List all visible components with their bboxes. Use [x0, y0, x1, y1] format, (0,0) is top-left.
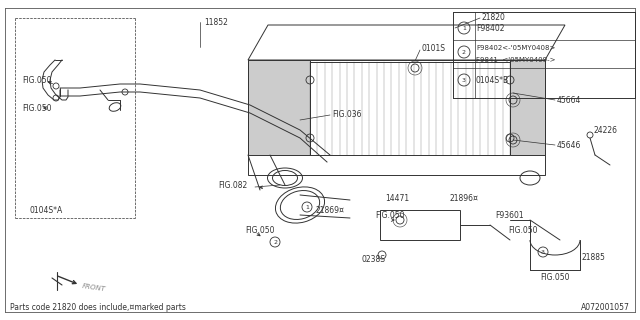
Text: A072001057: A072001057 [581, 303, 630, 313]
Text: 1: 1 [462, 26, 466, 30]
Polygon shape [248, 60, 310, 155]
Text: 24226: 24226 [593, 125, 617, 134]
Text: 21896¤: 21896¤ [450, 194, 479, 203]
Polygon shape [510, 60, 545, 155]
Text: FIG.050: FIG.050 [22, 76, 51, 84]
Text: 1: 1 [305, 204, 309, 210]
Text: 0104S*B: 0104S*B [476, 76, 509, 84]
Text: 2: 2 [462, 50, 466, 54]
Text: 21869¤: 21869¤ [315, 205, 344, 214]
Text: F98402<-'05MY0408>: F98402<-'05MY0408> [476, 45, 556, 51]
Text: 45664: 45664 [557, 95, 581, 105]
Text: FIG.036: FIG.036 [332, 109, 362, 118]
Text: 11852: 11852 [204, 18, 228, 27]
Text: FIG.050: FIG.050 [245, 226, 275, 235]
Text: FIG.050: FIG.050 [22, 103, 51, 113]
Text: F9841  <'05MY0409->: F9841 <'05MY0409-> [476, 57, 556, 63]
Text: 45646: 45646 [557, 140, 581, 149]
Text: 21820: 21820 [482, 12, 506, 21]
Text: FIG.050: FIG.050 [540, 274, 570, 283]
Text: 3: 3 [462, 77, 466, 83]
Text: 3: 3 [541, 250, 545, 254]
Text: 0104S*A: 0104S*A [30, 205, 63, 214]
Text: FIG.050: FIG.050 [508, 226, 538, 235]
Text: 0238S: 0238S [362, 255, 386, 265]
Text: 14471: 14471 [385, 194, 409, 203]
Text: FIG.050: FIG.050 [375, 211, 404, 220]
Text: FRONT: FRONT [82, 284, 106, 292]
Text: FIG.082: FIG.082 [218, 180, 247, 189]
Text: 21885: 21885 [582, 253, 606, 262]
Text: F98402: F98402 [476, 23, 504, 33]
Text: Parts code 21820 does include,¤marked parts: Parts code 21820 does include,¤marked pa… [10, 303, 186, 313]
Text: 0101S: 0101S [422, 44, 446, 52]
Text: F93601: F93601 [495, 211, 524, 220]
Text: 2: 2 [273, 239, 277, 244]
